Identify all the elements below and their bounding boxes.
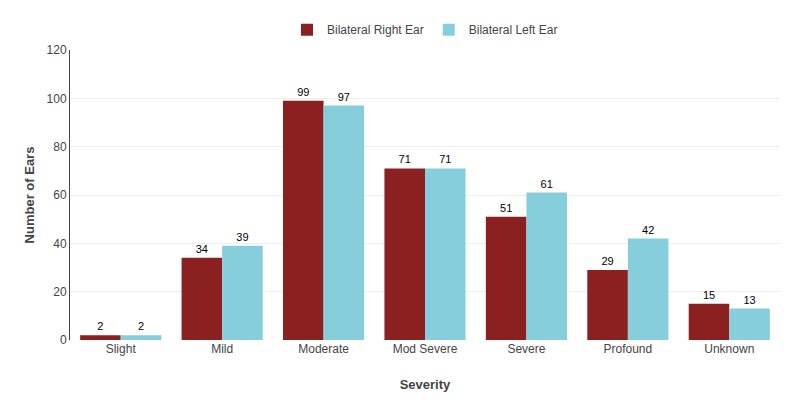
svg-text:60: 60 [53, 188, 67, 202]
svg-text:34: 34 [196, 243, 208, 255]
svg-text:Number of Ears: Number of Ears [22, 147, 37, 244]
svg-text:20: 20 [53, 285, 67, 299]
svg-text:Bilateral Right Ear: Bilateral Right Ear [327, 23, 424, 37]
svg-text:0: 0 [60, 333, 67, 347]
svg-text:120: 120 [47, 43, 67, 57]
svg-text:40: 40 [53, 237, 67, 251]
svg-text:71: 71 [399, 153, 411, 165]
svg-text:15: 15 [703, 289, 715, 301]
svg-text:Moderate: Moderate [298, 342, 349, 356]
svg-text:61: 61 [541, 178, 553, 190]
svg-text:42: 42 [642, 224, 654, 236]
svg-text:97: 97 [338, 91, 350, 103]
svg-text:100: 100 [47, 92, 67, 106]
svg-text:29: 29 [601, 255, 613, 267]
svg-text:99: 99 [297, 86, 309, 98]
svg-text:51: 51 [500, 202, 512, 214]
svg-text:Severe: Severe [507, 342, 545, 356]
svg-text:13: 13 [743, 294, 755, 306]
svg-text:2: 2 [97, 320, 103, 332]
svg-text:Profound: Profound [604, 342, 653, 356]
svg-text:Bilateral Left Ear: Bilateral Left Ear [469, 23, 558, 37]
svg-text:Mod Severe: Mod Severe [393, 342, 458, 356]
svg-text:Slight: Slight [106, 342, 137, 356]
svg-text:Unknown: Unknown [704, 342, 754, 356]
svg-text:Severity: Severity [400, 377, 451, 392]
svg-text:71: 71 [439, 153, 451, 165]
svg-text:39: 39 [236, 231, 248, 243]
svg-text:80: 80 [53, 140, 67, 154]
svg-text:Mild: Mild [211, 342, 233, 356]
svg-text:2: 2 [138, 320, 144, 332]
